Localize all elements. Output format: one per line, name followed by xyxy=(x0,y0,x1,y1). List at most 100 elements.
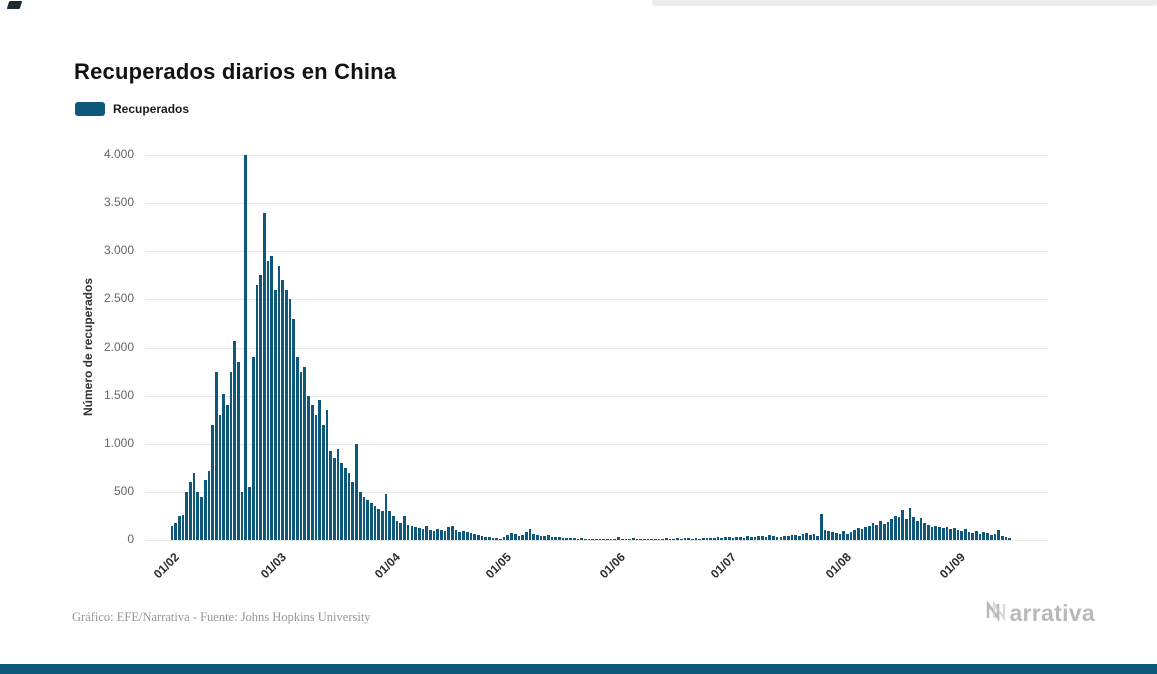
bar xyxy=(620,539,624,540)
bar xyxy=(192,472,196,540)
bar xyxy=(366,499,369,540)
bar xyxy=(668,539,672,540)
bar xyxy=(259,275,262,540)
bar xyxy=(794,534,797,540)
bar xyxy=(960,531,963,540)
bar xyxy=(539,535,543,540)
bar xyxy=(203,480,207,540)
bar xyxy=(927,524,930,540)
bar xyxy=(598,539,602,540)
bar xyxy=(735,536,738,540)
bar xyxy=(377,509,380,540)
bar xyxy=(572,538,576,540)
bar xyxy=(772,536,775,540)
bar xyxy=(683,538,687,540)
narrativa-logo: arrativa xyxy=(986,599,1095,627)
bar xyxy=(535,535,539,540)
bar xyxy=(421,529,425,540)
bar xyxy=(425,525,428,540)
bar xyxy=(753,537,757,540)
bar xyxy=(428,530,432,540)
bar xyxy=(351,482,355,540)
bar xyxy=(856,528,860,540)
bar xyxy=(476,535,480,540)
bar xyxy=(214,371,218,540)
bar xyxy=(635,539,639,540)
bar xyxy=(967,532,971,540)
bar xyxy=(480,536,484,540)
bar xyxy=(314,414,318,540)
bar xyxy=(547,535,550,540)
bar xyxy=(875,524,879,540)
gridline xyxy=(145,540,1048,541)
bar xyxy=(642,539,646,540)
bar xyxy=(454,530,458,540)
bar xyxy=(469,533,473,540)
y-tick-label: 0 xyxy=(127,532,134,546)
bar xyxy=(554,537,558,540)
bar xyxy=(617,537,620,540)
bar xyxy=(510,533,513,540)
bar xyxy=(174,522,178,540)
x-tick-label: 01/02 xyxy=(150,550,182,582)
bar xyxy=(938,527,941,540)
bar xyxy=(595,539,598,540)
bar xyxy=(657,539,661,540)
bar xyxy=(761,536,764,540)
y-tick-label: 2.500 xyxy=(103,291,134,306)
y-tick-label: 1.500 xyxy=(103,387,134,402)
bar xyxy=(713,537,716,540)
gridline xyxy=(145,203,1048,205)
x-tick-label: 01/04 xyxy=(372,550,404,582)
bar xyxy=(211,424,214,540)
bar xyxy=(631,538,635,540)
bar xyxy=(436,529,440,540)
bar xyxy=(321,424,325,540)
bar xyxy=(178,515,181,540)
bar xyxy=(373,506,377,540)
x-tick-label: 01/05 xyxy=(482,550,515,582)
bar xyxy=(989,535,993,540)
bar xyxy=(724,537,727,540)
bar xyxy=(569,537,572,540)
bar xyxy=(749,536,753,540)
bar xyxy=(786,536,790,540)
bar xyxy=(838,534,842,540)
bar xyxy=(443,531,447,540)
bar xyxy=(805,533,809,540)
bar xyxy=(923,522,927,540)
x-tick-label: 01/08 xyxy=(822,550,854,582)
bar xyxy=(941,528,945,540)
bar xyxy=(930,526,934,540)
x-tick-label: 01/03 xyxy=(257,550,289,582)
bar xyxy=(893,515,897,540)
bar xyxy=(849,532,853,540)
bar xyxy=(702,538,705,540)
bar xyxy=(310,405,314,540)
bar xyxy=(218,414,222,540)
bar xyxy=(484,536,487,540)
bar xyxy=(816,535,820,540)
bar xyxy=(676,538,679,540)
y-tick-label: 4.000 xyxy=(103,147,134,161)
bar xyxy=(949,529,952,540)
bar xyxy=(244,155,248,540)
bar xyxy=(587,539,591,540)
bar xyxy=(871,522,875,540)
bar xyxy=(731,537,735,540)
bar xyxy=(333,458,336,540)
bar xyxy=(993,534,997,540)
bar xyxy=(679,538,683,540)
bar xyxy=(329,451,332,540)
source-credit: Gráfico: EFE/Narrativa - Fuente: Johns H… xyxy=(72,610,371,624)
bar xyxy=(462,531,465,540)
bar xyxy=(200,496,203,540)
bar xyxy=(690,538,694,540)
bar xyxy=(440,530,443,540)
bar xyxy=(919,517,923,540)
bar xyxy=(790,535,794,540)
bar xyxy=(716,537,720,540)
bar xyxy=(694,538,698,540)
bar xyxy=(196,491,200,540)
